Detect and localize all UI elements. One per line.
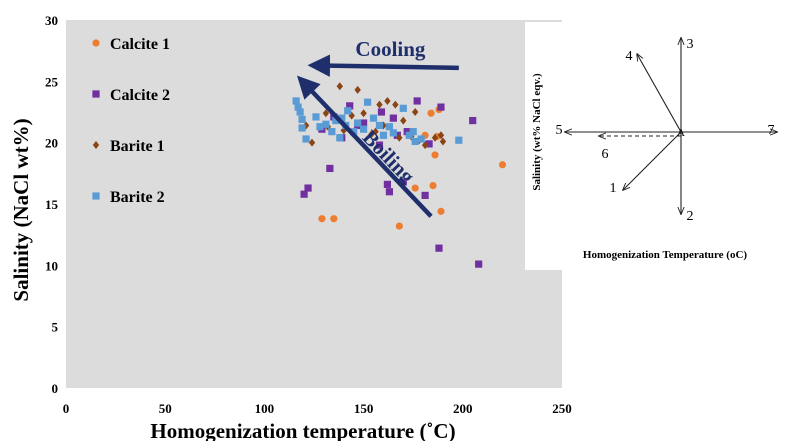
inset-x-axis-label: Homogenization Temperature (oC) [583, 249, 748, 261]
vector-5-label: 5 [556, 123, 563, 138]
data-point [390, 115, 397, 122]
cooling-label: Cooling [355, 37, 426, 61]
legend-label: Calcite 1 [110, 36, 170, 53]
y-tick-label: 25 [45, 74, 59, 89]
data-point [475, 261, 482, 268]
data-point [410, 128, 417, 135]
inset-diagram: 1 2 3 4 5 6 7 A Salinity (wt% NaCl eqv.) Homog… [525, 22, 803, 270]
data-point [384, 181, 391, 188]
legend-marker [92, 192, 99, 199]
x-axis: 0 50 100 150 200 250 [63, 401, 572, 416]
cooling-arrow [312, 65, 459, 67]
vector-7-label: 7 [768, 123, 775, 138]
data-point [435, 245, 442, 252]
legend-marker [92, 90, 99, 97]
data-point [455, 137, 462, 144]
y-tick-label: 20 [45, 136, 58, 151]
data-point [412, 184, 419, 191]
data-point [360, 126, 367, 133]
data-point [344, 107, 351, 114]
y-axis-label: Salinity (NaCl wt%) [9, 118, 33, 301]
inset-background [525, 22, 803, 270]
data-point [312, 113, 319, 120]
data-point [336, 134, 343, 141]
data-point [378, 108, 385, 115]
inset-y-axis-label: Salinity (wt% NaCl eqv.) [531, 73, 543, 191]
data-point [418, 135, 425, 142]
data-point [370, 115, 377, 122]
inset-center-label: A [677, 127, 685, 139]
x-tick-label: 50 [159, 401, 172, 416]
data-point [427, 110, 434, 117]
data-point [293, 97, 300, 104]
x-tick-label: 200 [453, 401, 473, 416]
data-point [429, 182, 436, 189]
legend-label: Calcite 2 [110, 87, 170, 104]
data-point [386, 123, 393, 130]
data-point [437, 103, 444, 110]
data-point [469, 117, 476, 124]
y-tick-label: 10 [45, 258, 58, 273]
y-axis: 0 5 10 15 20 25 30 [45, 13, 59, 396]
data-point [300, 191, 307, 198]
data-point [364, 99, 371, 106]
data-point [499, 161, 506, 168]
main-chart: 0 5 10 15 20 25 30 0 50 100 150 200 250 Calcite 1 Ca… [9, 13, 572, 441]
data-point [326, 165, 333, 172]
x-tick-label: 150 [354, 401, 374, 416]
data-point [322, 121, 329, 128]
legend-label: Barite 1 [110, 138, 165, 155]
x-axis-label: Homogenization temperature (˚C) [150, 419, 455, 441]
x-tick-label: 0 [63, 401, 70, 416]
x-tick-label: 250 [552, 401, 572, 416]
data-point [400, 105, 407, 112]
data-point [437, 208, 444, 215]
y-tick-label: 30 [45, 13, 58, 28]
data-point [298, 124, 305, 131]
data-point [298, 116, 305, 123]
vector-3-label: 3 [687, 37, 694, 52]
data-point [390, 129, 397, 136]
vector-1-label: 1 [610, 181, 617, 196]
data-point [304, 184, 311, 191]
data-point [396, 222, 403, 229]
y-tick-label: 5 [52, 320, 59, 335]
data-point [414, 97, 421, 104]
vector-4-label: 4 [626, 49, 633, 64]
x-tick-label: 100 [255, 401, 275, 416]
data-point [354, 119, 361, 126]
y-tick-label: 15 [45, 197, 59, 212]
data-point [386, 188, 393, 195]
legend-marker [92, 39, 99, 46]
data-point [297, 108, 304, 115]
data-point [318, 215, 325, 222]
legend-label: Barite 2 [110, 189, 165, 206]
y-tick-label: 0 [52, 381, 59, 396]
data-point [302, 135, 309, 142]
vector-2-label: 2 [687, 209, 694, 224]
data-point [328, 128, 335, 135]
data-point [330, 215, 337, 222]
vector-6-label: 6 [602, 147, 609, 162]
data-point [422, 192, 429, 199]
data-point [431, 151, 438, 158]
